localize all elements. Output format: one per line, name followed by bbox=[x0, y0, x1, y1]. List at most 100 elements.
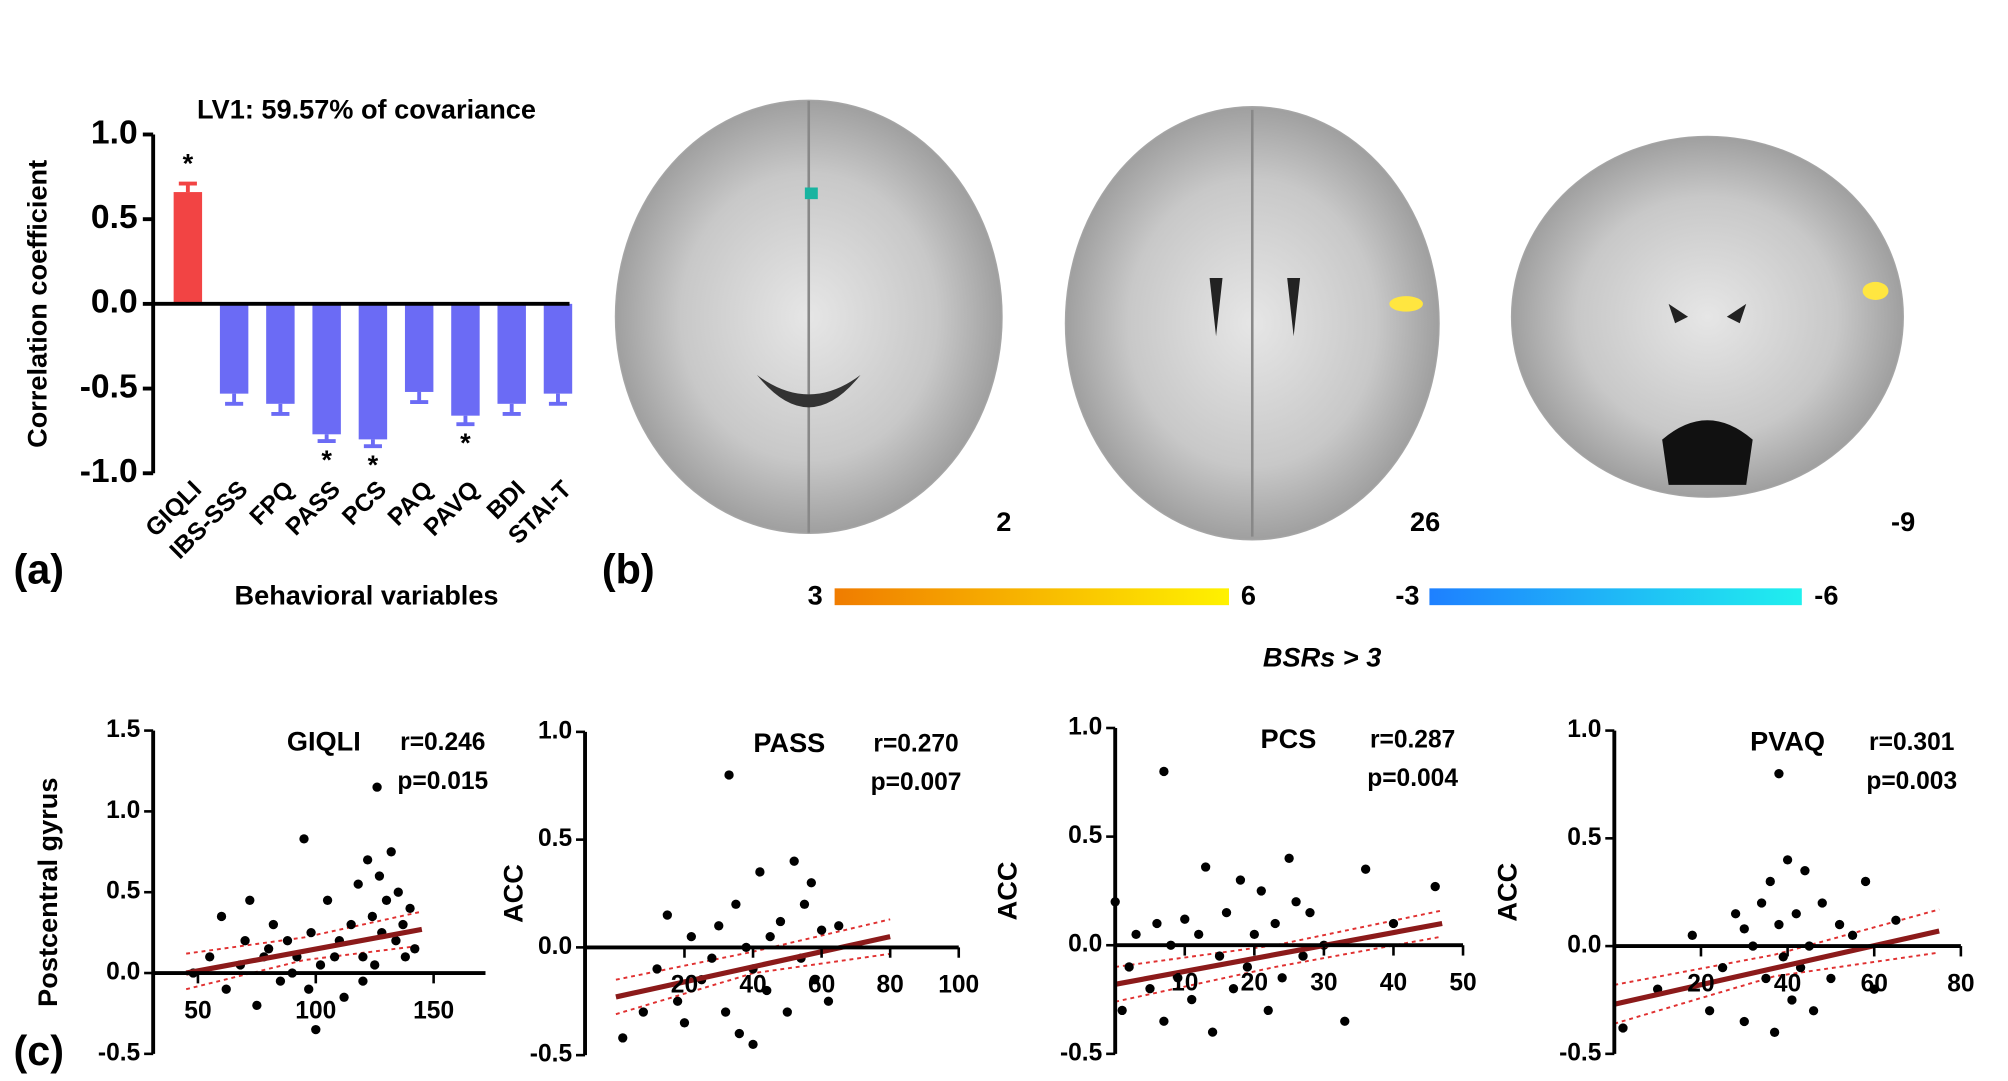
point bbox=[358, 952, 368, 962]
bar bbox=[497, 303, 526, 404]
bar bbox=[404, 303, 434, 392]
significance-mark: * bbox=[368, 449, 379, 480]
point bbox=[1291, 897, 1301, 907]
cluster bbox=[1862, 281, 1889, 300]
point bbox=[1739, 924, 1749, 934]
point bbox=[1256, 886, 1266, 896]
point bbox=[1730, 909, 1741, 919]
chart-title: GIQLI bbox=[287, 726, 361, 757]
chart-title: PASS bbox=[753, 727, 825, 758]
negative-colorbar bbox=[1429, 588, 1802, 606]
point bbox=[834, 921, 844, 931]
point bbox=[268, 919, 279, 930]
point bbox=[1305, 907, 1315, 918]
y-axis-label: ACC bbox=[991, 862, 1022, 921]
point bbox=[1860, 876, 1871, 887]
annotation: p=0.004 bbox=[1367, 765, 1458, 792]
y-tick-label: -0.5 bbox=[1559, 1039, 1601, 1066]
y-tick-label: 0.0 bbox=[538, 933, 572, 960]
point bbox=[1800, 866, 1810, 876]
point bbox=[398, 919, 408, 930]
panel-label: (c) bbox=[14, 1028, 65, 1074]
y-tick-label: 1.0 bbox=[1567, 716, 1601, 743]
slice-label: 26 bbox=[1410, 506, 1440, 537]
annotation: p=0.007 bbox=[871, 769, 962, 796]
y-tick-label: -0.5 bbox=[98, 1039, 140, 1066]
point bbox=[765, 931, 775, 942]
bar bbox=[451, 303, 480, 416]
point bbox=[252, 1000, 262, 1011]
point bbox=[1207, 1027, 1218, 1037]
point bbox=[311, 1024, 321, 1035]
point bbox=[275, 976, 286, 986]
scale-label: -6 bbox=[1814, 580, 1838, 611]
y-tick-label: 0.0 bbox=[106, 959, 140, 986]
y-tick-label: 1.0 bbox=[538, 717, 572, 744]
x-tick-label: 20 bbox=[1687, 970, 1714, 997]
y-tick-label: 1.0 bbox=[91, 114, 138, 151]
x-tick-label: 50 bbox=[1449, 970, 1476, 997]
y-axis-label: ACC bbox=[497, 864, 528, 923]
point bbox=[1249, 929, 1259, 940]
point bbox=[205, 952, 215, 962]
point bbox=[1228, 984, 1239, 994]
point bbox=[370, 960, 380, 970]
chart-title: LV1: 59.57% of covariance bbox=[197, 93, 536, 124]
point bbox=[714, 921, 724, 931]
y-axis-label: ACC bbox=[1492, 863, 1523, 922]
point bbox=[240, 936, 250, 946]
point bbox=[816, 925, 827, 935]
point bbox=[393, 887, 403, 897]
point bbox=[1194, 929, 1204, 940]
point bbox=[707, 953, 717, 963]
annotation: r=0.270 bbox=[873, 730, 958, 757]
point bbox=[1791, 909, 1801, 919]
y-tick-label: -0.5 bbox=[530, 1041, 572, 1068]
point bbox=[1214, 951, 1225, 961]
x-tick-label: 60 bbox=[1861, 970, 1888, 997]
point bbox=[1787, 995, 1797, 1005]
point bbox=[679, 1018, 690, 1028]
y-tick-label: 0.5 bbox=[538, 825, 572, 852]
panel-label: (b) bbox=[602, 547, 655, 593]
point bbox=[410, 944, 420, 954]
ventricle bbox=[757, 374, 861, 408]
panel-label: (a) bbox=[14, 547, 65, 593]
point bbox=[1187, 994, 1197, 1005]
point bbox=[1826, 973, 1836, 984]
bar bbox=[312, 303, 341, 435]
point bbox=[1430, 881, 1440, 892]
point bbox=[329, 952, 340, 962]
positive-colorbar bbox=[834, 588, 1229, 606]
x-tick-label: 50 bbox=[184, 997, 211, 1024]
slice-label: -9 bbox=[1891, 506, 1915, 537]
significance-mark: * bbox=[183, 148, 194, 179]
point bbox=[775, 916, 786, 927]
point bbox=[806, 878, 816, 888]
cluster bbox=[804, 187, 818, 200]
chart-title: PCS bbox=[1261, 723, 1317, 754]
x-tick-label: 100 bbox=[938, 972, 979, 999]
point bbox=[1200, 862, 1211, 872]
cluster bbox=[1389, 296, 1423, 312]
point bbox=[1782, 855, 1793, 865]
point bbox=[662, 910, 672, 920]
y-tick-label: 0.0 bbox=[91, 284, 138, 321]
point bbox=[1778, 952, 1788, 962]
fit-line bbox=[185, 926, 423, 976]
y-axis-label: Correlation coefficient bbox=[22, 160, 53, 448]
point bbox=[1159, 766, 1169, 777]
y-tick-label: 0.5 bbox=[1068, 822, 1102, 849]
y-tick-label: -1.0 bbox=[80, 453, 138, 490]
point bbox=[1277, 973, 1287, 983]
point bbox=[1117, 1005, 1127, 1016]
bar bbox=[266, 303, 295, 404]
confidence-band bbox=[1614, 951, 1940, 1025]
point bbox=[374, 871, 385, 881]
x-tick-label: 100 bbox=[295, 997, 336, 1024]
brain-coronal bbox=[1510, 135, 1904, 498]
point bbox=[1180, 914, 1190, 924]
point bbox=[1761, 973, 1771, 984]
x-tick-label: 30 bbox=[1310, 970, 1337, 997]
